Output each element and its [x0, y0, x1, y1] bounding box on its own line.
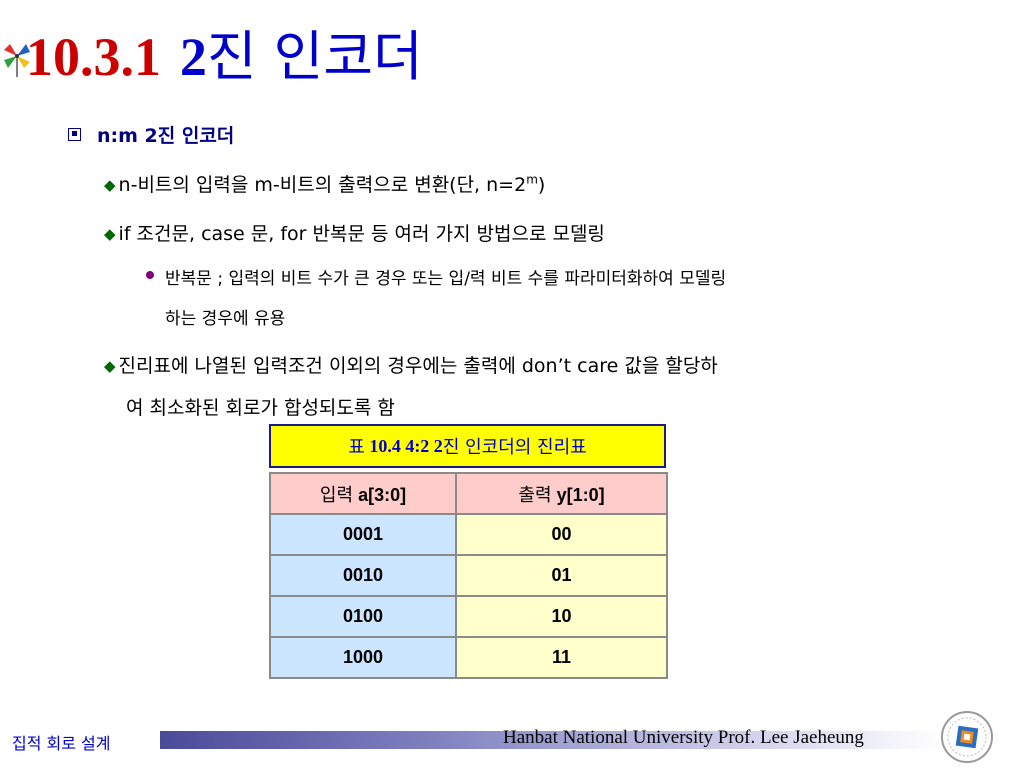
- pinwheel-icon: [4, 44, 30, 77]
- diamond-bullet-icon: ◆: [104, 225, 116, 243]
- caption-text: 진 인코더의 진리표: [442, 437, 587, 458]
- square-bullet-icon: [68, 127, 81, 141]
- heading-label: n:m 2진 인코더: [97, 124, 235, 147]
- bullet-conversion-text: n-비트의 입력을 m-비트의 출력으로 변환(단, n=2: [118, 174, 527, 196]
- bullet-modeling: ◆ if 조건문, case 문, for 반복문 등 여러 가지 방법으로 모델…: [104, 219, 605, 246]
- table-row: 0010 01: [269, 554, 668, 597]
- header-input-signal: a[3:0]: [358, 484, 407, 505]
- university-seal-icon: [941, 711, 993, 763]
- input-cell: 0100: [269, 595, 457, 638]
- bullet-conversion-end: ): [537, 174, 546, 196]
- bullet-dont-care-line-1: 진리표에 나열된 입력조건 이외의 경우에는 출력에 don’t care 값을…: [118, 355, 718, 377]
- sub-bullet-line-1: 반복문 ; 입력의 비트 수가 큰 경우 또는 입/력 비트 수를 파라미터화하…: [165, 269, 727, 289]
- bullet-conversion: ◆ n-비트의 입력을 m-비트의 출력으로 변환(단, n=2m): [104, 170, 545, 197]
- title-prefix: 2: [179, 27, 207, 87]
- header-input-kor: 입력: [319, 484, 354, 506]
- sub-bullet-line-2: 하는 경우에 유용: [165, 309, 286, 329]
- caption-prefix: 표: [348, 437, 365, 458]
- input-cell: 0001: [269, 513, 457, 556]
- header-output-kor: 출력: [518, 484, 552, 506]
- diamond-bullet-icon: ◆: [104, 357, 116, 375]
- truth-table: 입력 a[3:0] 출력 y[1:0] 0001 00 0010 01 0100…: [269, 472, 668, 679]
- footer-credit: Hanbat National University Prof. Lee Jae…: [503, 727, 864, 748]
- bullet-modeling-text: if 조건문, case 문, for 반복문 등 여러 가지 방법으로 모델링: [118, 223, 605, 245]
- table-row: 0100 10: [269, 595, 668, 638]
- dot-bullet-icon: [146, 271, 154, 279]
- title-number: 10.3.1: [26, 27, 161, 87]
- diamond-bullet-icon: ◆: [104, 176, 116, 194]
- header-input: 입력 a[3:0]: [269, 472, 457, 515]
- output-cell: 11: [455, 636, 668, 679]
- header-output-signal: y[1:0]: [556, 484, 605, 505]
- bullet-dont-care: ◆ 진리표에 나열된 입력조건 이외의 경우에는 출력에 don’t care 값…: [104, 351, 718, 378]
- header-output: 출력 y[1:0]: [455, 472, 668, 515]
- table-header-row: 입력 a[3:0] 출력 y[1:0]: [269, 472, 668, 515]
- table-row: 1000 11: [269, 636, 668, 679]
- title-text: 진 인코더: [206, 25, 423, 88]
- caption-number: 10.4 4:2 2: [369, 435, 443, 456]
- footer-gradient-bar: [160, 731, 942, 749]
- heading-bullet: n:m 2진 인코더: [68, 120, 234, 148]
- page-title: 10.3.1 2진 인코더: [26, 22, 423, 92]
- footer-course: 집적 회로 설계: [12, 734, 111, 753]
- table-row: 0001 00: [269, 513, 668, 556]
- bullet-conversion-superscript: m: [526, 172, 538, 187]
- input-cell: 0010: [269, 554, 457, 597]
- output-cell: 01: [455, 554, 668, 597]
- output-cell: 00: [455, 513, 668, 556]
- bullet-dont-care-line-2: 여 최소화된 회로가 합성되도록 함: [126, 397, 395, 419]
- output-cell: 10: [455, 595, 668, 638]
- input-cell: 1000: [269, 636, 457, 679]
